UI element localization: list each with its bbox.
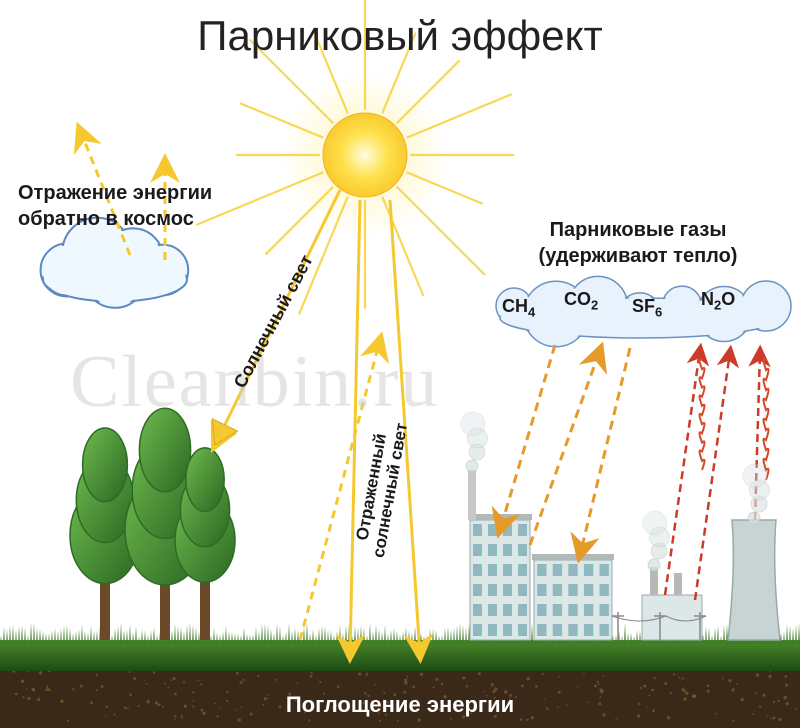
diagram-title: Парниковый эффект — [0, 12, 800, 60]
buildings — [468, 514, 780, 640]
gas-formula: N2O — [701, 289, 735, 313]
gas-formula: SF6 — [632, 296, 662, 320]
label-reflection-to-space: Отражение энергииобратно в космос — [18, 180, 278, 232]
trees — [70, 408, 235, 640]
gas-formula: CO2 — [564, 289, 598, 313]
label-energy-absorption: Поглощение энергии — [0, 692, 800, 718]
label-greenhouse-gases: Парниковые газы(удерживают тепло) — [508, 217, 768, 269]
gas-formula: CH4 — [502, 296, 535, 320]
diagram-canvas — [0, 0, 800, 728]
